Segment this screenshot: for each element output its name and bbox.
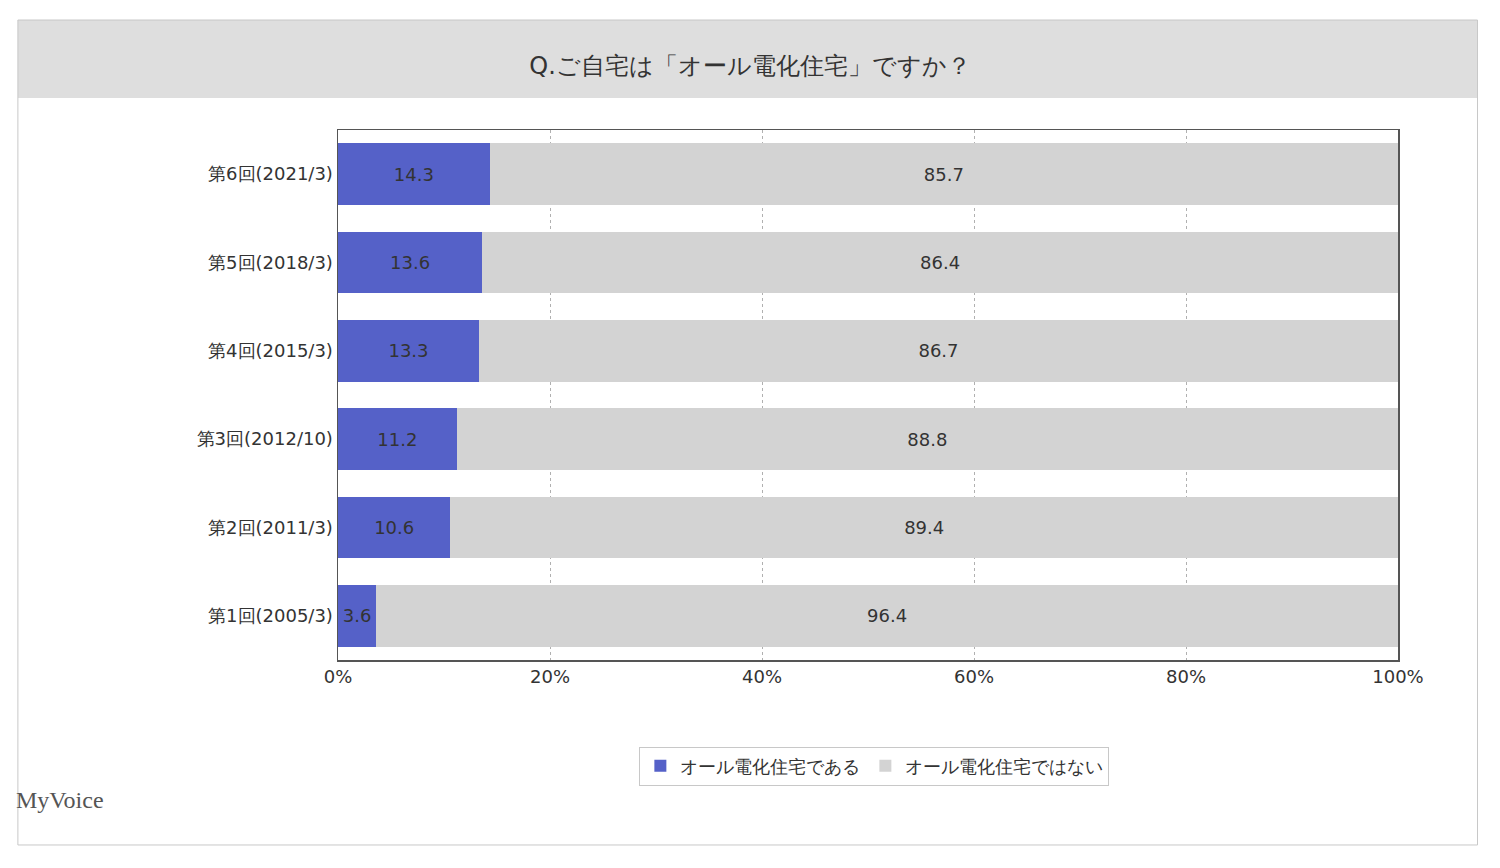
- svg-text:14.3: 14.3: [394, 164, 434, 185]
- svg-text:MyVoice: MyVoice: [16, 787, 104, 813]
- svg-text:86.4: 86.4: [920, 252, 960, 273]
- svg-text:86.7: 86.7: [918, 340, 958, 361]
- svg-text:3.6: 3.6: [343, 605, 372, 626]
- svg-text:13.6: 13.6: [390, 252, 430, 273]
- svg-text:第6回(2021/3): 第6回(2021/3): [208, 163, 333, 184]
- svg-text:第4回(2015/3): 第4回(2015/3): [208, 340, 333, 361]
- svg-text:80%: 80%: [1166, 666, 1206, 687]
- svg-text:Q.ご自宅は「オール電化住宅」ですか？: Q.ご自宅は「オール電化住宅」ですか？: [529, 52, 971, 80]
- svg-text:10.6: 10.6: [374, 517, 414, 538]
- svg-text:オール電化住宅ではない: オール電化住宅ではない: [905, 756, 1103, 777]
- svg-text:第2回(2011/3): 第2回(2011/3): [208, 517, 333, 538]
- svg-text:96.4: 96.4: [867, 605, 907, 626]
- svg-text:オール電化住宅である: オール電化住宅である: [680, 756, 860, 777]
- svg-text:100%: 100%: [1372, 666, 1423, 687]
- svg-text:第3回(2012/10): 第3回(2012/10): [197, 428, 333, 449]
- svg-text:85.7: 85.7: [924, 164, 964, 185]
- svg-text:第5回(2018/3): 第5回(2018/3): [208, 252, 333, 273]
- svg-text:11.2: 11.2: [377, 429, 417, 450]
- svg-text:40%: 40%: [742, 666, 782, 687]
- svg-text:13.3: 13.3: [388, 340, 428, 361]
- svg-text:89.4: 89.4: [904, 517, 944, 538]
- svg-text:20%: 20%: [530, 666, 570, 687]
- svg-text:0%: 0%: [324, 666, 353, 687]
- svg-text:88.8: 88.8: [907, 429, 947, 450]
- svg-text:第1回(2005/3): 第1回(2005/3): [208, 605, 333, 626]
- svg-text:60%: 60%: [954, 666, 994, 687]
